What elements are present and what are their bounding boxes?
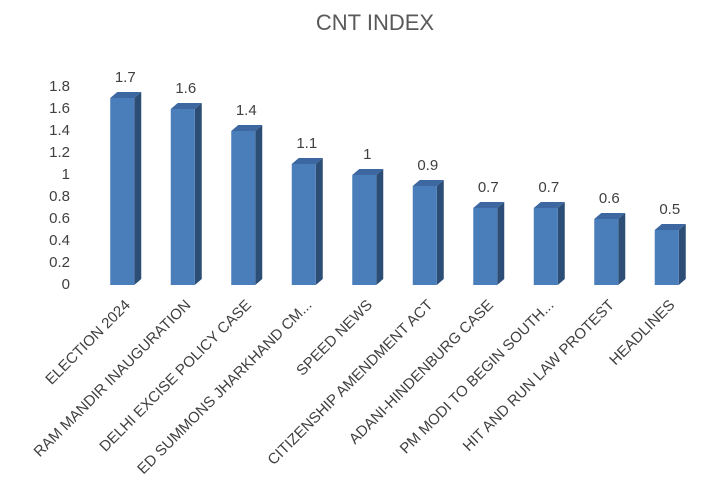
y-tick-label: 0	[62, 276, 70, 293]
chart-title: CNT INDEX	[316, 10, 434, 35]
bar-side	[315, 158, 323, 285]
bar	[352, 175, 377, 285]
y-tick-label: 1.6	[49, 100, 70, 117]
bar	[412, 186, 437, 285]
y-tick-label: 1.2	[49, 144, 70, 161]
value-label: 1.6	[175, 80, 196, 97]
bar	[654, 230, 679, 285]
value-label: 0.5	[659, 201, 680, 218]
value-label: 1.1	[296, 135, 317, 152]
y-tick-label: 1.8	[49, 78, 70, 95]
bar-side	[618, 213, 626, 285]
bar-side	[255, 125, 263, 285]
bar-top	[654, 224, 686, 230]
bar	[170, 109, 195, 285]
bar	[594, 219, 619, 285]
bar-top	[594, 213, 626, 219]
bar	[291, 164, 316, 285]
y-tick-label: 0.8	[49, 188, 70, 205]
value-label: 0.6	[599, 190, 620, 207]
y-tick-label: 0.2	[49, 254, 70, 271]
value-label: 1.4	[236, 102, 257, 119]
y-tick-label: 1.4	[49, 122, 70, 139]
bar-side	[557, 202, 565, 285]
bar-top	[533, 202, 565, 208]
value-label: 1.7	[115, 69, 136, 86]
bar-top	[291, 158, 323, 164]
bar-side	[134, 92, 142, 285]
bar-top	[110, 92, 142, 98]
bar	[231, 131, 256, 285]
value-label: 0.7	[538, 179, 559, 196]
y-tick-label: 0.6	[49, 210, 70, 227]
value-label: 0.9	[417, 157, 438, 174]
bar-side	[376, 169, 384, 285]
y-tick-label: 0.4	[49, 232, 70, 249]
bar	[110, 98, 135, 285]
bar-side	[497, 202, 505, 285]
bar-top	[170, 103, 202, 109]
bar	[473, 208, 498, 285]
bar-side	[678, 224, 686, 285]
value-label: 0.7	[478, 179, 499, 196]
y-tick-label: 1	[62, 166, 70, 183]
bar-side	[194, 103, 202, 285]
bar-top	[473, 202, 505, 208]
bar-side	[436, 180, 444, 285]
value-label: 1	[363, 146, 371, 163]
bar-top	[412, 180, 444, 186]
bar-top	[352, 169, 384, 175]
bar	[533, 208, 558, 285]
bar-top	[231, 125, 263, 131]
